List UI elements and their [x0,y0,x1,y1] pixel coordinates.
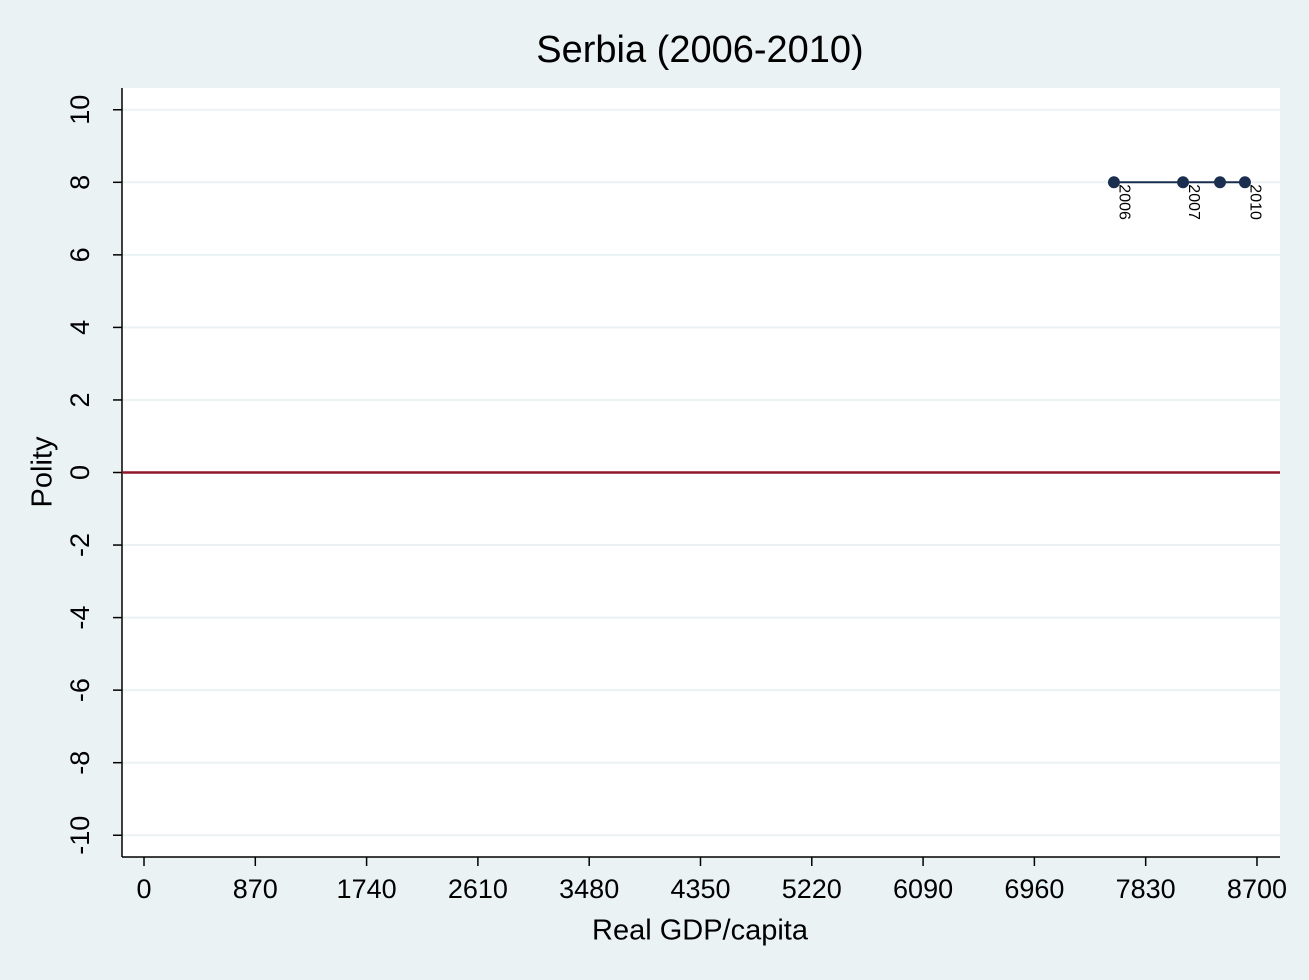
x-tick-label: 2610 [448,874,508,904]
y-tick-label: 4 [65,320,95,335]
y-tick-label: -8 [65,751,95,775]
data-point [1238,176,1251,189]
point-label: 2010 [1247,184,1264,220]
x-tick-label: 0 [136,874,151,904]
x-tick-label: 5220 [782,874,842,904]
x-tick-label: 1740 [337,874,397,904]
x-axis-title: Real GDP/capita [592,915,809,947]
data-point [1214,176,1227,189]
y-tick-label: 10 [65,95,95,125]
y-tick-label: 0 [65,465,95,480]
y-tick-label: -2 [65,533,95,557]
point-label: 2006 [1116,184,1133,220]
x-tick-label: 6090 [893,874,953,904]
data-point [1177,176,1190,189]
x-tick-label: 7830 [1116,874,1176,904]
y-axis-title: Polity [27,436,59,507]
x-tick-label: 4350 [670,874,730,904]
y-tick-label: -10 [65,816,95,855]
x-tick-label: 8700 [1227,874,1287,904]
y-tick-label: -4 [65,606,95,630]
x-tick-label: 870 [233,874,278,904]
data-point [1107,176,1120,189]
y-tick-label: 2 [65,392,95,407]
point-label: 2007 [1185,184,1202,220]
y-tick-label: -6 [65,678,95,702]
x-tick-label: 6960 [1004,874,1064,904]
chart-title: Serbia (2006-2010) [536,29,863,71]
y-tick-label: 8 [65,175,95,190]
x-tick-label: 3480 [559,874,619,904]
y-tick-label: 6 [65,247,95,262]
